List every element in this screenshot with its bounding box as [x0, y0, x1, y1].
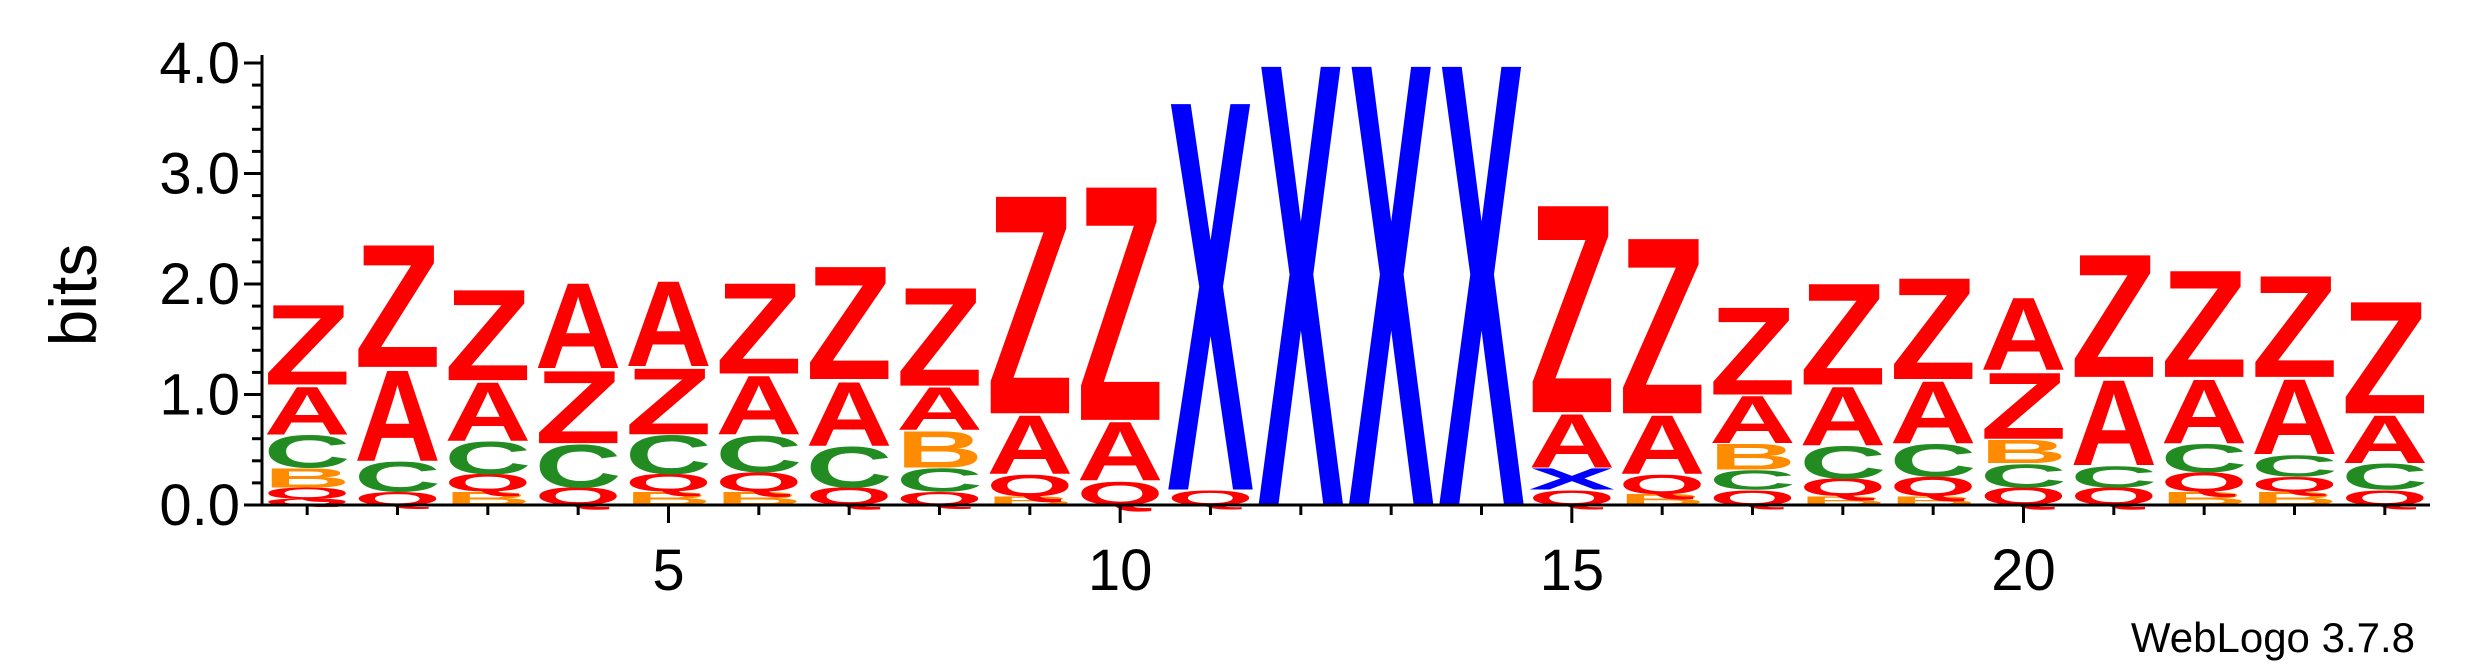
logo-glyph-a: A	[1528, 399, 1615, 484]
logo-glyph-b: B	[896, 420, 983, 479]
logo-glyph-z: Z	[444, 262, 531, 407]
logo-glyph-z: Z	[715, 256, 802, 401]
logo-glyph-q: Q	[444, 470, 531, 497]
logo-glyph-x: X	[1348, 0, 1435, 641]
logo-glyph-c: C	[2070, 460, 2157, 494]
logo-glyph-z: Z	[2251, 246, 2338, 408]
logo-glyph-q: Q	[264, 484, 351, 501]
logo-glyph-c: C	[715, 425, 802, 484]
logo-glyph-q: Q	[1799, 474, 1886, 501]
logo-glyph-x: X	[1257, 0, 1344, 641]
logo-glyph-q: Q	[715, 467, 802, 498]
logo-glyph-c: C	[264, 426, 351, 477]
logo-glyph-a: A	[986, 398, 1073, 492]
logo-glyph-a: A	[2070, 354, 2157, 492]
logo-glyph-b: B	[264, 463, 351, 494]
logo-glyph-q: Q	[1890, 471, 1977, 502]
logo-glyph-c: C	[896, 461, 983, 499]
logo-glyph-z: Z	[1709, 282, 1796, 422]
logo-glyph-c: C	[1709, 465, 1796, 496]
logo-glyph-z: Z	[1528, 141, 1615, 476]
logo-glyph-a: A	[896, 375, 983, 443]
logo-glyph-z: Z	[264, 281, 351, 409]
y-tick-label: 4.0	[159, 31, 240, 96]
logo-glyph-a: A	[1709, 382, 1796, 458]
logo-glyph-z: Z	[1980, 353, 2067, 459]
logo-glyph-z: Z	[1799, 254, 1886, 416]
logo-glyph-x: X	[1438, 0, 1525, 641]
logo-glyph-a: A	[1077, 404, 1164, 498]
y-axis-label: bits	[36, 244, 110, 347]
logo-glyph-q: Q	[1619, 469, 1706, 500]
logo-glyph-z: Z	[2341, 269, 2428, 448]
logo-glyph-z: Z	[1619, 185, 1706, 467]
logo-glyph-a: A	[625, 255, 712, 393]
logo-glyph-c: C	[806, 435, 893, 500]
y-tick-label: 2.0	[159, 252, 240, 317]
x-tick-label: 10	[1088, 538, 1153, 603]
x-tick-label: 20	[1991, 538, 2056, 603]
logo-glyph-b: B	[1709, 436, 1796, 477]
logo-glyph-z: Z	[2161, 239, 2248, 410]
x-tick-label: 15	[1540, 538, 1605, 603]
logo-glyph-x: X	[1167, 0, 1254, 609]
logo-glyph-z: Z	[535, 349, 622, 465]
logo-glyph-a: A	[444, 364, 531, 458]
logo-glyph-c: C	[1980, 457, 2067, 495]
logo-glyph-c: C	[354, 453, 441, 501]
x-tick-label: 5	[652, 538, 684, 603]
logo-glyph-z: Z	[1077, 115, 1164, 492]
logo-glyph-q: Q	[2161, 467, 2248, 498]
weblogo-version-label: WebLogo 3.7.8	[2131, 614, 2415, 661]
logo-glyph-a: A	[715, 358, 802, 452]
logo-glyph-z: Z	[625, 348, 712, 454]
logo-glyph-z: Z	[1890, 248, 1977, 410]
logo-glyph-c: C	[2161, 436, 2248, 481]
logo-glyph-q: Q	[625, 470, 712, 497]
y-tick-label: 1.0	[159, 363, 240, 428]
logo-glyph-q: Q	[264, 497, 351, 507]
logo-glyph-z: Z	[354, 207, 441, 404]
logo-glyph-a: A	[1799, 369, 1886, 463]
y-tick-label: 3.0	[159, 142, 240, 207]
logo-glyph-z: Z	[2070, 217, 2157, 414]
logo-glyph-z: Z	[896, 259, 983, 417]
logo-glyph-c: C	[625, 424, 712, 486]
logo-glyph-a: A	[2251, 358, 2338, 478]
logo-glyph-b: B	[1980, 432, 2067, 470]
logo-glyph-c: C	[1799, 437, 1886, 488]
logo-glyph-c: C	[535, 433, 622, 501]
logo-glyph-a: A	[806, 362, 893, 465]
logo-glyph-a: A	[2161, 360, 2248, 463]
logo-glyph-a: A	[1619, 398, 1706, 492]
logo-glyph-c: C	[2341, 456, 2428, 497]
logo-glyph-q: Q	[2251, 472, 2338, 496]
logo-glyph-layer: QQBCAZQCAZBQCAZQCZABQCZABQCAZQCAZQCBAZBQ…	[264, 0, 2428, 641]
logo-glyph-a: A	[1980, 276, 2067, 393]
logo-glyph-a: A	[535, 257, 622, 395]
logo-glyph-x: X	[1528, 462, 1615, 496]
logo-glyph-a: A	[354, 343, 441, 489]
y-axis-ticks: 0.0 1.0 2.0 3.0 4.0	[159, 31, 262, 538]
logo-glyph-c: C	[1890, 435, 1977, 486]
y-tick-label: 0.0	[159, 473, 240, 538]
logo-glyph-a: A	[2341, 400, 2428, 478]
logo-glyph-z: Z	[986, 128, 1073, 480]
logo-glyph-q: Q	[986, 469, 1073, 503]
logo-glyph-a: A	[264, 372, 351, 450]
x-axis-ticks: 5 10 15 20	[305, 505, 2387, 603]
logo-glyph-c: C	[2251, 449, 2338, 483]
logo-glyph-c: C	[444, 433, 531, 484]
logo-glyph-a: A	[1890, 363, 1977, 462]
logo-glyph-z: Z	[806, 233, 893, 414]
